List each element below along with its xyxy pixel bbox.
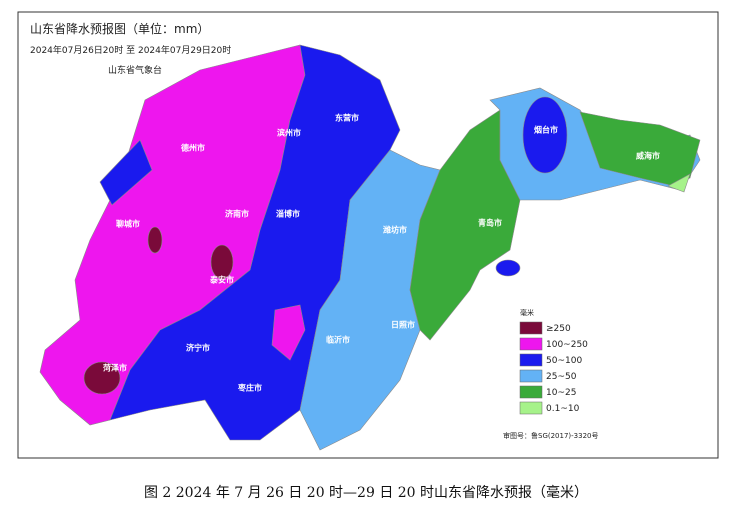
city-label: 淄博市	[276, 209, 300, 219]
city-label: 临沂市	[326, 335, 350, 345]
region-50-100	[495, 259, 521, 277]
map-agency: 山东省气象台	[108, 64, 162, 76]
legend-title: 毫米	[520, 308, 534, 317]
city-labels: 德州市 滨州市 东营市 烟台市 威海市 聊城市 济南市 淄博市 潍坊市 青岛市 …	[103, 113, 660, 393]
legend-label: 50~100	[546, 356, 582, 366]
region-250	[83, 361, 121, 395]
city-label: 烟台市	[534, 125, 558, 135]
figure-caption: 图 2 2024 年 7 月 26 日 20 时—29 日 20 时山东省降水预…	[144, 484, 588, 501]
city-label: 聊城市	[116, 219, 140, 229]
map-title: 山东省降水预报图（单位：mm）	[30, 21, 209, 36]
region-250	[147, 226, 163, 254]
legend-label: ≥250	[546, 324, 571, 334]
legend-label: 0.1~10	[546, 404, 580, 414]
approval-number: 审图号：鲁SG(2017)-3320号	[503, 431, 598, 440]
legend-swatch	[519, 369, 543, 383]
legend-swatch	[519, 401, 543, 415]
region-50-100	[99, 139, 153, 206]
city-label: 泰安市	[209, 275, 234, 285]
city-label: 德州市	[181, 143, 205, 153]
region-100-250	[271, 304, 306, 361]
city-label: 菏泽市	[103, 363, 127, 373]
legend-label: 100~250	[546, 340, 588, 350]
region-250	[210, 244, 234, 280]
city-label: 滨州市	[277, 128, 301, 138]
city-label: 日照市	[391, 320, 415, 330]
legend-label: 25~50	[546, 372, 577, 382]
legend: 毫米 ≥250 100~250 50~100 25~50 10~25 0.1~10	[519, 308, 588, 415]
city-label: 东营市	[335, 113, 359, 123]
legend-swatch	[519, 321, 543, 335]
city-label: 威海市	[636, 151, 660, 161]
region-50-100	[109, 44, 401, 441]
region-0-10	[667, 173, 691, 193]
legend-swatch	[519, 337, 543, 351]
region-50-100	[522, 96, 568, 174]
city-label: 济宁市	[186, 343, 210, 353]
legend-swatch	[519, 385, 543, 399]
city-label: 济南市	[225, 209, 249, 219]
legend-label: 10~25	[546, 388, 576, 398]
city-label: 潍坊市	[383, 225, 407, 235]
map-period: 2024年07月26日20时 至 2024年07月29日20时	[30, 44, 231, 56]
map-regions	[39, 44, 701, 451]
city-label: 青岛市	[478, 218, 502, 228]
legend-swatch	[519, 353, 543, 367]
region-10-25	[579, 111, 701, 186]
city-label: 枣庄市	[237, 383, 262, 393]
